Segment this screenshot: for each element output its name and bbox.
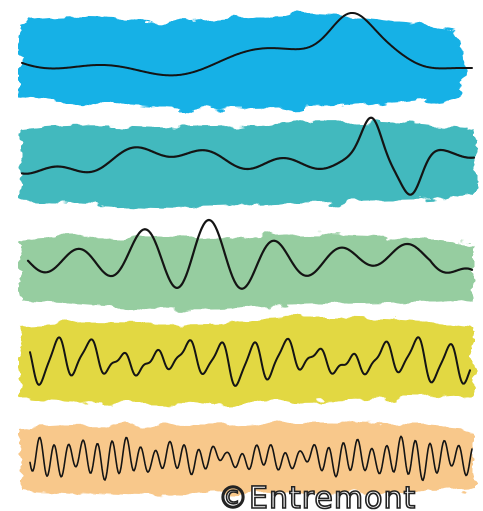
- left-margin-strip: [12, 0, 18, 511]
- wave-line-theta: [20, 116, 476, 196]
- band-blue: [20, 14, 466, 111]
- wave-line-beta: [29, 336, 471, 387]
- wave-line-alpha: [26, 218, 474, 290]
- band-peach: [20, 421, 473, 496]
- wave-line-slow: [21, 11, 473, 77]
- wave-line-gamma: [29, 435, 473, 482]
- band-teal: [20, 121, 476, 208]
- band-sage: [20, 233, 473, 310]
- copyright-watermark: ©Entremont: [217, 481, 417, 511]
